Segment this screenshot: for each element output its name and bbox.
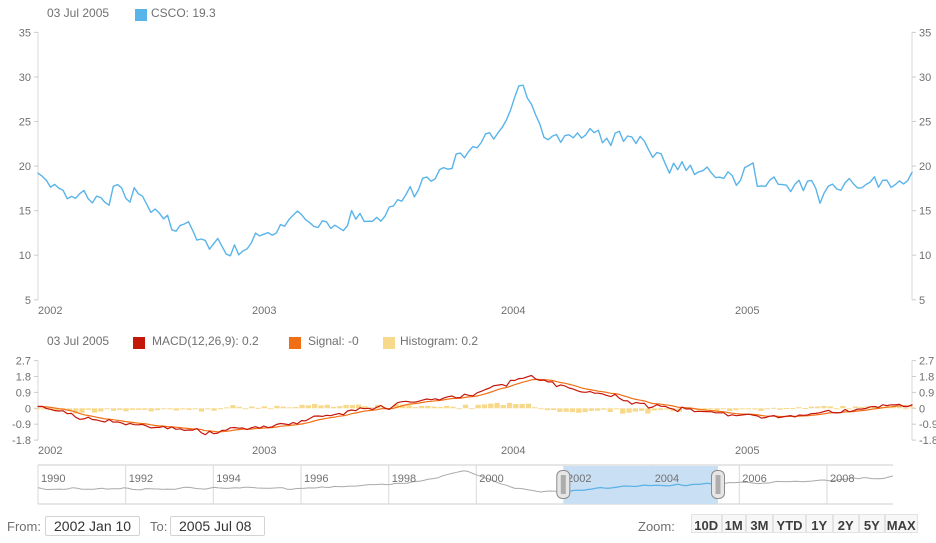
svg-text:2004: 2004: [501, 445, 525, 457]
svg-text:35: 35: [919, 27, 931, 39]
svg-text:5: 5: [25, 295, 31, 307]
svg-text:Histogram: 0.2: Histogram: 0.2: [400, 334, 478, 348]
svg-text:-0.9: -0.9: [919, 419, 936, 431]
svg-text:1996: 1996: [304, 473, 328, 485]
svg-text:10: 10: [919, 250, 931, 262]
svg-text:1.8: 1.8: [919, 372, 934, 384]
svg-text:1998: 1998: [392, 473, 416, 485]
svg-text:0.9: 0.9: [919, 387, 934, 399]
svg-text:15: 15: [919, 206, 931, 218]
svg-text:30: 30: [919, 72, 931, 84]
svg-text:0: 0: [919, 403, 925, 415]
svg-text:15: 15: [19, 206, 31, 218]
svg-text:0.9: 0.9: [16, 387, 31, 399]
svg-text:2004: 2004: [501, 305, 525, 317]
svg-text:2005: 2005: [735, 305, 759, 317]
svg-text:-1.8: -1.8: [12, 435, 31, 447]
svg-text:2002: 2002: [567, 473, 591, 485]
svg-text:20: 20: [19, 161, 31, 173]
svg-text:1990: 1990: [41, 473, 65, 485]
svg-text:30: 30: [19, 72, 31, 84]
svg-text:1.8: 1.8: [16, 372, 31, 384]
svg-text:2.7: 2.7: [919, 356, 934, 368]
svg-text:25: 25: [19, 117, 31, 129]
svg-text:-1.8: -1.8: [919, 435, 936, 447]
svg-text:2004: 2004: [655, 473, 679, 485]
svg-text:2008: 2008: [830, 473, 854, 485]
svg-text:0: 0: [25, 403, 31, 415]
svg-text:1992: 1992: [129, 473, 153, 485]
svg-text:03 Jul 2005: 03 Jul 2005: [47, 334, 109, 348]
svg-text:2003: 2003: [252, 445, 276, 457]
svg-text:2002: 2002: [38, 445, 62, 457]
svg-text:MACD(12,26,9): 0.2: MACD(12,26,9): 0.2: [152, 334, 259, 348]
svg-text:Signal: -0: Signal: -0: [308, 334, 359, 348]
svg-text:2.7: 2.7: [16, 356, 31, 368]
svg-text:5: 5: [919, 295, 925, 307]
svg-text:-0.9: -0.9: [12, 419, 31, 431]
svg-text:2006: 2006: [742, 473, 766, 485]
svg-text:10: 10: [19, 250, 31, 262]
svg-text:2002: 2002: [38, 305, 62, 317]
svg-text:2000: 2000: [479, 473, 503, 485]
svg-text:CSCO: 19.3: CSCO: 19.3: [151, 6, 216, 20]
svg-text:2005: 2005: [735, 445, 759, 457]
svg-text:20: 20: [919, 161, 931, 173]
svg-text:03 Jul 2005: 03 Jul 2005: [47, 6, 109, 20]
svg-text:35: 35: [19, 27, 31, 39]
svg-text:2003: 2003: [252, 305, 276, 317]
svg-text:25: 25: [919, 117, 931, 129]
svg-text:1994: 1994: [216, 473, 240, 485]
